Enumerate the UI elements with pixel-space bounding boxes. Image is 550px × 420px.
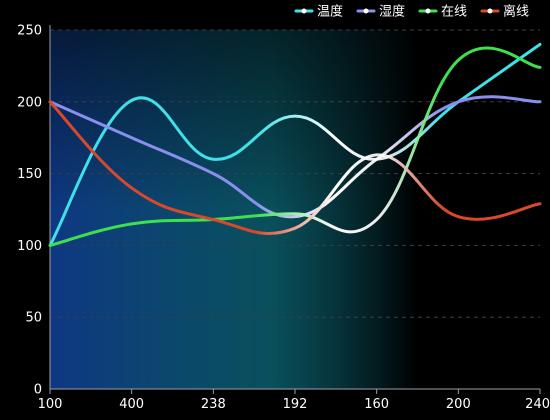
legend-item-1[interactable]: 温度 [294,4,343,20]
x-tick-label: 160 [364,397,389,412]
legend-label: 在线 [441,5,467,20]
axis-layer: 0 50 100 150 200 250 100 400 238 192 160 200 240 [17,24,550,413]
legend-label: 离线 [503,4,529,20]
legend-item-2[interactable]: 湿度 [356,4,405,20]
legend-item-3[interactable]: 在线 [418,5,467,20]
y-tick-label: 50 [25,311,42,326]
x-tick-label: 200 [446,397,471,412]
y-tick-label: 100 [17,239,42,254]
legend-marker [425,8,431,14]
area-fill-layer [50,30,540,389]
series-line-4[interactable] [48,100,542,236]
y-tick-label: 200 [17,95,42,110]
y-tick-label: 250 [17,24,42,39]
series-line-1[interactable] [48,42,542,247]
legend-marker [363,8,369,14]
x-tick-label: 192 [283,397,308,412]
x-tick-label: 100 [38,397,63,412]
y-tick-label: 0 [34,383,42,398]
series-layer [48,42,542,247]
legend[interactable]: 温度 湿度 在线 离线 [294,4,529,20]
y-tick-label: 150 [17,167,42,182]
x-tick-label: 238 [201,397,226,412]
legend-label: 温度 [317,4,343,20]
series-line-2[interactable] [48,95,542,219]
legend-marker [301,8,307,14]
legend-label: 湿度 [379,4,405,20]
x-tick-label: 240 [525,397,550,412]
legend-marker [487,8,493,14]
x-tick-label: 400 [119,397,144,412]
legend-item-4[interactable]: 离线 [480,4,529,20]
